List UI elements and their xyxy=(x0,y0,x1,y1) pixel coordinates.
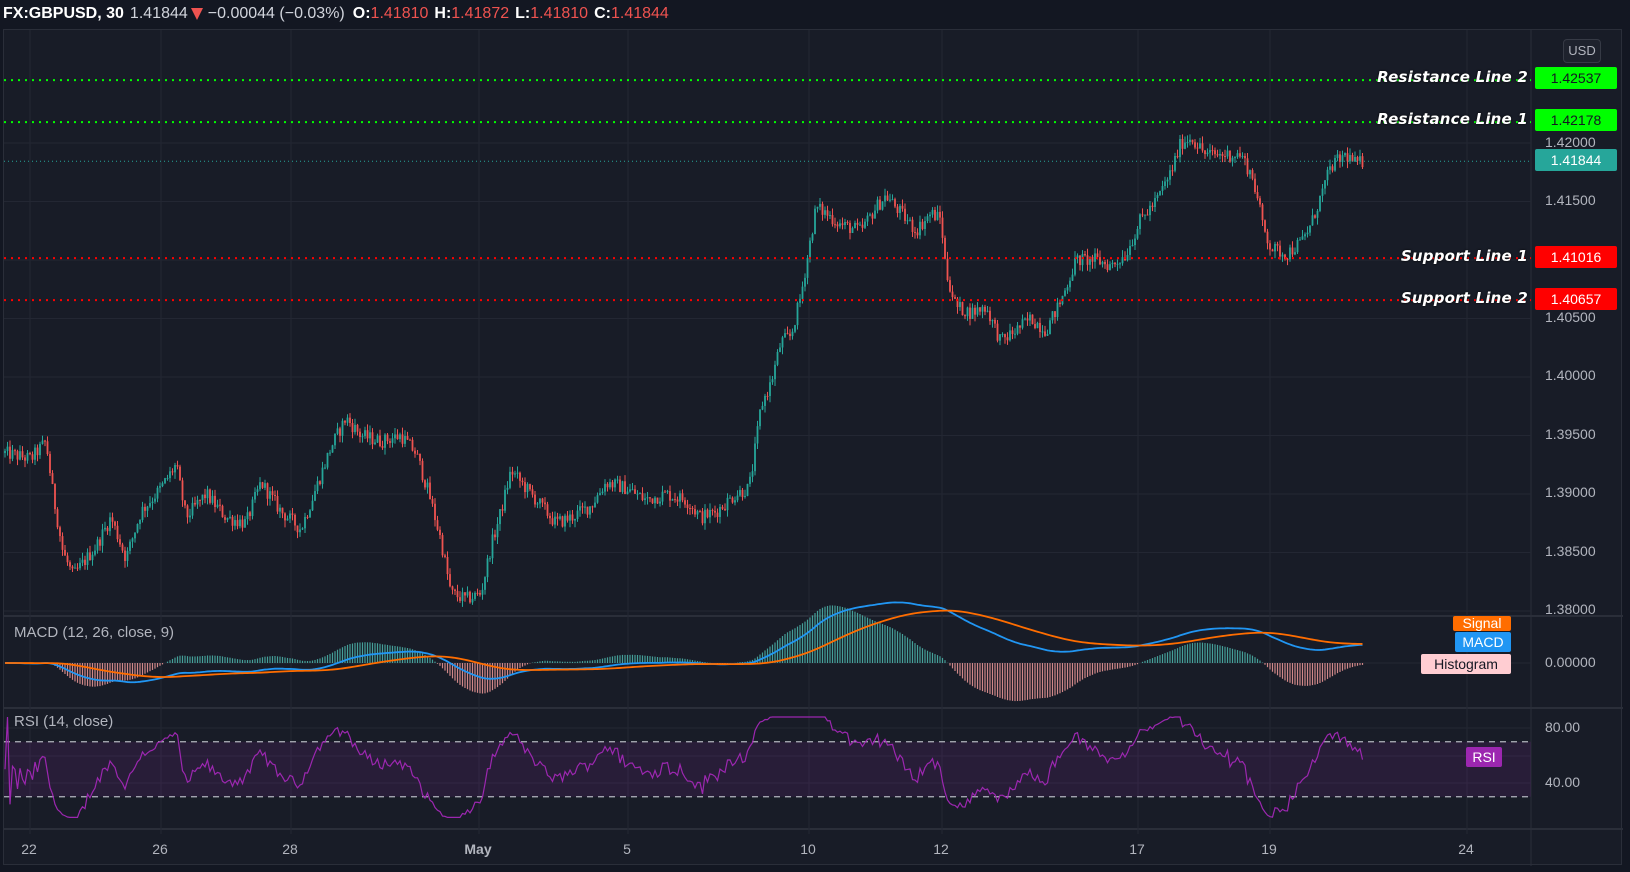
time-tick: 5 xyxy=(623,841,631,857)
resistance-2-label[interactable]: Resistance Line 2 xyxy=(1377,68,1528,86)
close-value: 1.41844 xyxy=(610,5,669,22)
resistance-2-price-tag: 1.42537 xyxy=(1535,67,1617,89)
support-2-label[interactable]: Support Line 2 xyxy=(1400,289,1528,307)
time-tick: 12 xyxy=(933,841,949,857)
resistance-1-price-tag: 1.42178 xyxy=(1535,109,1617,131)
chart-header: FX:GBPUSD, 30 1.41844 −0.00044 (−0.03%) … xyxy=(0,0,1630,28)
low-label: L: xyxy=(515,5,531,22)
high-label: H: xyxy=(434,5,452,22)
last-price: 1.41844 xyxy=(129,5,188,22)
price-tick: 1.40000 xyxy=(1545,367,1596,383)
down-arrow-icon xyxy=(190,8,203,20)
open-value: 1.41810 xyxy=(370,5,429,22)
currency-button[interactable]: USD xyxy=(1563,39,1601,63)
macd-legend-tag: MACD xyxy=(1455,632,1511,652)
macd-title[interactable]: MACD (12, 26, close, 9) xyxy=(14,624,175,641)
signal-legend-tag: Signal xyxy=(1453,616,1511,631)
price-tick: 1.42000 xyxy=(1545,134,1596,150)
support-1-label[interactable]: Support Line 1 xyxy=(1400,247,1528,265)
open-label: O: xyxy=(352,5,371,22)
chart-canvas[interactable] xyxy=(4,30,1623,866)
low-value: 1.41810 xyxy=(530,5,589,22)
rsi-tick-40: 40.00 xyxy=(1545,774,1581,790)
time-tick: 17 xyxy=(1129,841,1145,857)
macd-zero-tick: 0.00000 xyxy=(1545,654,1596,670)
price-tick: 1.38000 xyxy=(1545,601,1596,617)
time-tick: 26 xyxy=(152,841,168,857)
close-label: C: xyxy=(594,5,611,22)
time-tick: 10 xyxy=(800,841,816,857)
price-tick: 1.38500 xyxy=(1545,543,1596,559)
rsi-tick-80: 80.00 xyxy=(1545,719,1581,735)
price-tick: 1.40500 xyxy=(1545,309,1596,325)
current-price-tag: 1.41844 xyxy=(1535,149,1617,171)
support-1-price-tag: 1.41016 xyxy=(1535,246,1617,268)
time-tick: 22 xyxy=(21,841,37,857)
time-tick: 28 xyxy=(282,841,298,857)
price-tick: 1.41500 xyxy=(1545,192,1596,208)
price-tick: 1.39500 xyxy=(1545,426,1596,442)
resistance-1-label[interactable]: Resistance Line 1 xyxy=(1377,110,1528,128)
time-tick: 19 xyxy=(1261,841,1277,857)
time-tick: 24 xyxy=(1458,841,1474,857)
chart-frame[interactable] xyxy=(3,29,1623,866)
price-tick: 1.39000 xyxy=(1545,484,1596,500)
price-change: −0.00044 (−0.03%) xyxy=(207,5,345,22)
support-2-price-tag: 1.40657 xyxy=(1535,288,1617,310)
histogram-legend-tag: Histogram xyxy=(1421,654,1511,674)
time-tick: May xyxy=(464,841,492,857)
rsi-title[interactable]: RSI (14, close) xyxy=(14,713,114,730)
symbol-label[interactable]: FX:GBPUSD, 30 xyxy=(3,5,124,22)
rsi-legend-tag: RSI xyxy=(1466,747,1502,767)
high-value: 1.41872 xyxy=(451,5,510,22)
